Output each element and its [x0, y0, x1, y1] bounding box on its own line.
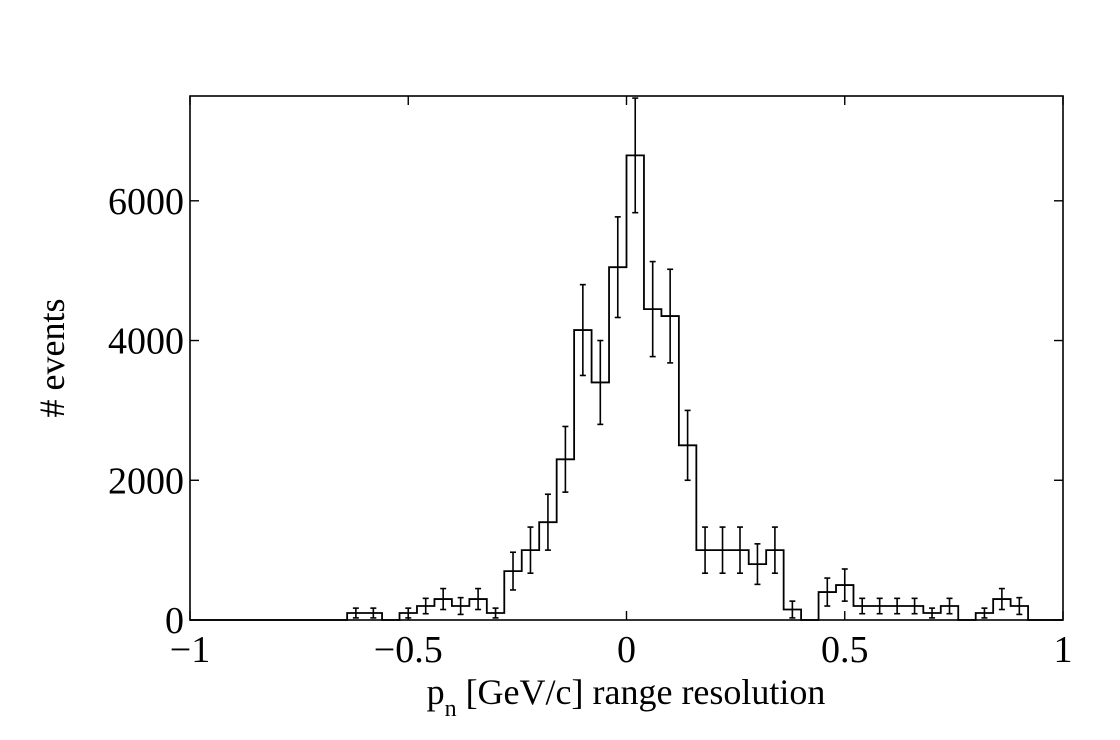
error-bars — [352, 97, 1023, 619]
error-bar-10 — [370, 607, 377, 619]
error-bar-29 — [702, 526, 709, 574]
y-tick-label-3: 6000 — [108, 181, 184, 223]
error-bar-21 — [562, 425, 569, 493]
error-bar-18 — [510, 551, 517, 591]
error-bar-24 — [614, 216, 621, 319]
error-bar-23 — [597, 339, 604, 426]
y-axis-title: # events — [32, 299, 72, 418]
error-bar-39 — [876, 597, 883, 615]
tick-labels: −1 −0.5 0 0.5 1 0 2000 4000 6000 — [108, 181, 1073, 671]
error-bar-12 — [405, 607, 412, 619]
error-bar-16 — [475, 587, 482, 611]
error-bar-17 — [492, 607, 499, 619]
y-tick-label-2: 4000 — [108, 321, 184, 363]
x-tick-label-3: 0.5 — [821, 629, 869, 671]
error-bar-43 — [946, 597, 953, 615]
histogram-series — [190, 154, 1063, 621]
error-bar-26 — [649, 260, 656, 358]
error-bar-30 — [719, 526, 726, 574]
error-bar-19 — [527, 526, 534, 574]
error-bar-28 — [684, 409, 691, 482]
error-bar-37 — [841, 568, 848, 602]
error-bar-40 — [894, 597, 901, 615]
error-bar-9 — [352, 607, 359, 619]
histogram-step-line — [190, 154, 1063, 621]
error-bar-42 — [929, 607, 936, 619]
error-bar-36 — [824, 577, 831, 607]
error-bar-25 — [632, 97, 639, 214]
error-bar-20 — [544, 493, 551, 551]
error-bar-13 — [422, 597, 429, 615]
x-tick-label-0: −1 — [170, 629, 210, 671]
y-tick-label-0: 0 — [165, 600, 184, 642]
error-bar-27 — [667, 268, 674, 364]
error-bar-41 — [911, 597, 918, 615]
error-bar-34 — [789, 600, 796, 619]
error-bar-32 — [754, 543, 761, 586]
x-tick-label-4: 1 — [1054, 629, 1073, 671]
error-bar-47 — [1016, 596, 1023, 616]
x-axis-title: pn [GeV/c] range resolution — [427, 672, 826, 722]
y-tick-label-1: 2000 — [108, 460, 184, 502]
error-bar-38 — [859, 597, 866, 615]
error-bar-31 — [736, 526, 743, 574]
error-bar-45 — [981, 607, 988, 619]
x-tick-label-1: −0.5 — [374, 629, 443, 671]
error-bar-15 — [457, 596, 464, 616]
error-bar-22 — [579, 283, 586, 377]
error-bar-14 — [440, 587, 447, 611]
error-bar-33 — [771, 526, 778, 574]
error-bar-46 — [998, 587, 1005, 611]
x-tick-label-2: 0 — [617, 629, 636, 671]
